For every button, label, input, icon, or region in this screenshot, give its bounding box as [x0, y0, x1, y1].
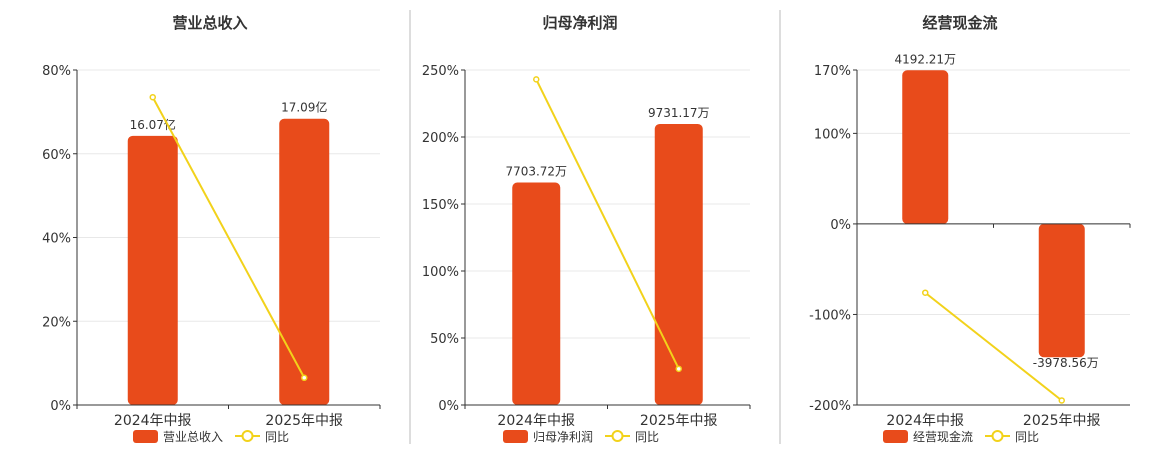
yoy-point [533, 76, 540, 83]
bar [279, 118, 330, 406]
legend-label-bar: 营业总收入 [163, 430, 223, 444]
legend-swatch-bar [503, 430, 528, 443]
yoy-line [151, 96, 306, 379]
legend-swatch-point [241, 430, 254, 442]
legend-label-line: 同比 [265, 430, 289, 444]
bar-data-label: 17.09亿 [281, 100, 327, 115]
y-tick-label: -100% [809, 308, 851, 323]
bar [512, 182, 561, 405]
y-tick-label: 50% [430, 332, 459, 347]
x-tick-label: 2024年中报 [497, 413, 575, 429]
yoy-point [1058, 397, 1065, 404]
x-tick-label: 2025年中报 [265, 413, 343, 429]
yoy-point [301, 374, 308, 382]
chart-1: 营业总收入 0% 20% 40% 60% 80% 16.07亿 17.09亿 2024年中报 20… [42, 14, 381, 444]
x-tick-label: 2024年中报 [114, 413, 192, 429]
y-tick-label: 0% [50, 399, 71, 414]
yoy-line [924, 291, 1063, 402]
x-tick-label: 2024年中报 [886, 413, 964, 429]
yoy-point [149, 93, 156, 101]
chart-3: 经营现金流 -200% -100% 0% 100% 170% 4192.21万 -3978.5… [809, 14, 1131, 444]
legend-label-bar: 经营现金流 [913, 429, 973, 444]
y-tick-label: 200% [422, 131, 459, 146]
bar-data-label: 7703.72万 [505, 165, 567, 179]
bar-data-label: 9731.17万 [648, 106, 710, 120]
legend-swatch-bar [883, 430, 908, 443]
bar-data-label: 4192.21万 [894, 52, 956, 66]
y-tick-label: 40% [42, 232, 71, 247]
y-tick-label: 250% [422, 64, 459, 79]
bar [127, 135, 178, 405]
y-tick-label: 150% [422, 198, 459, 213]
bar [902, 70, 949, 224]
chart-title: 归母净利润 [542, 14, 617, 32]
y-tick-label: -200% [809, 399, 851, 414]
bar [1038, 223, 1085, 358]
chart-title: 营业总收入 [172, 14, 247, 32]
legend: 营业总收入 同比 [133, 430, 289, 444]
legend-label-bar: 归母净利润 [533, 430, 593, 444]
legend-swatch-bar [133, 430, 158, 443]
y-tick-label: 0% [438, 399, 459, 414]
y-tick-label: 0% [830, 218, 851, 233]
y-tick-label: 20% [42, 315, 71, 330]
legend: 归母净利润 同比 [503, 430, 659, 444]
x-tick-label: 2025年中报 [640, 413, 718, 429]
bar-data-label: -3978.56万 [1033, 356, 1099, 370]
chart-2: 归母净利润 0% 50% 100% 150% 200% 250% 7703.72万 9731.1… [422, 14, 751, 444]
yoy-point [922, 289, 929, 296]
chart-title: 经营现金流 [922, 14, 997, 32]
y-tick-label: 100% [814, 127, 851, 142]
bar-data-label: 16.07亿 [130, 117, 176, 132]
x-tick-label: 2025年中报 [1023, 413, 1101, 429]
legend: 经营现金流 同比 [883, 429, 1039, 444]
bar [654, 123, 703, 405]
legend-swatch-point [991, 430, 1004, 442]
y-tick-label: 100% [422, 265, 459, 280]
y-tick-label: 60% [42, 148, 71, 163]
legend-label-line: 同比 [635, 430, 659, 444]
yoy-line [535, 78, 680, 370]
legend-label-line: 同比 [1015, 430, 1039, 444]
legend-swatch-point [611, 430, 624, 442]
y-tick-label: 170% [814, 64, 851, 79]
yoy-point [675, 365, 682, 373]
y-tick-label: 80% [42, 64, 71, 79]
